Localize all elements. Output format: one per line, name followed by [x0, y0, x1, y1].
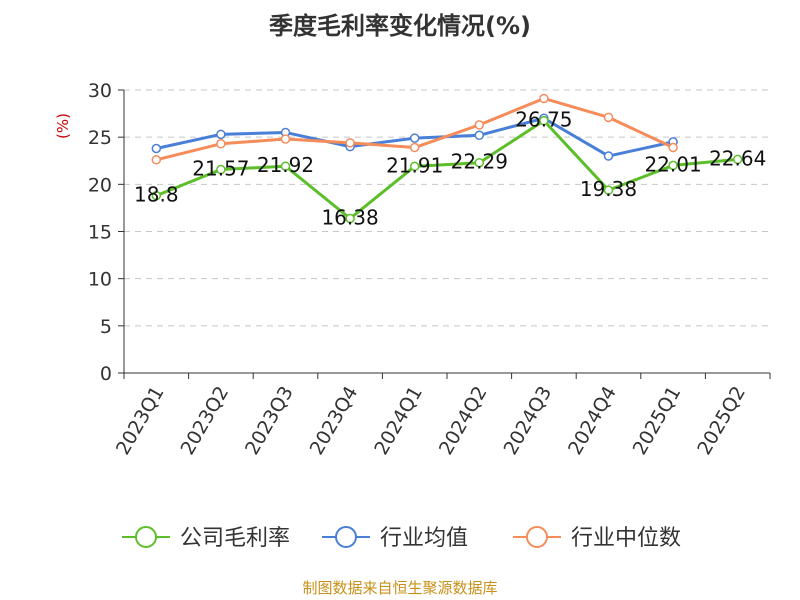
x-tick-label: 2023Q1 — [112, 383, 169, 459]
legend-marker — [135, 526, 157, 548]
data-point — [603, 185, 614, 195]
y-tick-label: 25 — [88, 127, 112, 149]
data-point — [216, 164, 226, 175]
data-label: 22.01 — [644, 152, 701, 176]
data-point — [409, 161, 420, 172]
data-point — [603, 151, 614, 161]
data-point — [151, 190, 162, 201]
legend-marker — [526, 526, 548, 548]
x-tick-label: 2024Q1 — [370, 383, 427, 459]
x-tick-label: 2024Q2 — [435, 383, 492, 459]
y-tick-label: 5 — [100, 316, 112, 338]
grid-layer — [124, 89, 770, 327]
x-tick-label: 2025Q1 — [629, 383, 686, 459]
data-point — [474, 157, 485, 168]
data-point — [151, 155, 162, 165]
y-tick-label: 0 — [100, 363, 112, 385]
series-layer — [151, 93, 743, 224]
data-label-layer: 18.8 21.57 21.92 16.38 21.91 22.29 26.75 19.38 2… — [134, 108, 766, 230]
data-label: 18.8 — [134, 183, 179, 207]
data-point — [280, 161, 291, 171]
data-point — [668, 160, 678, 171]
y-tick-label: 10 — [88, 269, 112, 291]
data-point — [280, 134, 291, 144]
x-tick-label: 2024Q4 — [564, 383, 621, 459]
x-tick-label: 2023Q2 — [176, 383, 233, 459]
series-line — [155, 119, 738, 220]
data-label: 21.92 — [257, 153, 314, 177]
data-point — [539, 93, 549, 104]
legend-marker — [335, 526, 357, 548]
data-point — [668, 142, 678, 153]
data-label: 26.75 — [515, 108, 572, 132]
data-point — [732, 154, 743, 165]
data-point — [216, 139, 226, 149]
data-point — [345, 138, 355, 148]
x-tick-label: 2023Q3 — [241, 383, 298, 459]
data-point — [409, 133, 420, 143]
legend-label: 行业均值 — [380, 526, 468, 551]
data-point — [216, 129, 226, 140]
data-point — [474, 120, 485, 130]
data-label: 22.29 — [451, 150, 508, 174]
chart-title: 季度毛利率变化情况(%) — [269, 12, 531, 40]
y-tick-label: 20 — [88, 174, 112, 196]
data-point — [345, 213, 355, 224]
data-label: 21.91 — [386, 153, 443, 177]
source-note: 制图数据来自恒生聚源数据库 — [302, 579, 498, 597]
y-tick-label: 30 — [88, 80, 112, 102]
data-point — [474, 130, 485, 141]
data-point — [409, 142, 420, 153]
data-label: 22.64 — [709, 146, 766, 170]
x-tick-label: 2023Q4 — [306, 383, 363, 459]
y-axis-label: (%) — [54, 113, 72, 139]
y-tick-label: 15 — [88, 222, 112, 244]
data-label: 21.57 — [192, 157, 249, 181]
data-point — [539, 115, 549, 126]
data-point — [151, 143, 162, 154]
x-tick-label: 2025Q2 — [693, 383, 750, 459]
x-tick-label: 2024Q3 — [499, 383, 556, 459]
legend: 公司毛利率 行业均值 行业中位数 — [122, 526, 681, 551]
data-point — [603, 112, 614, 123]
data-label: 19.38 — [580, 177, 637, 201]
data-label: 16.38 — [321, 205, 378, 229]
legend-label: 行业中位数 — [571, 526, 681, 551]
legend-label: 公司毛利率 — [180, 526, 290, 551]
